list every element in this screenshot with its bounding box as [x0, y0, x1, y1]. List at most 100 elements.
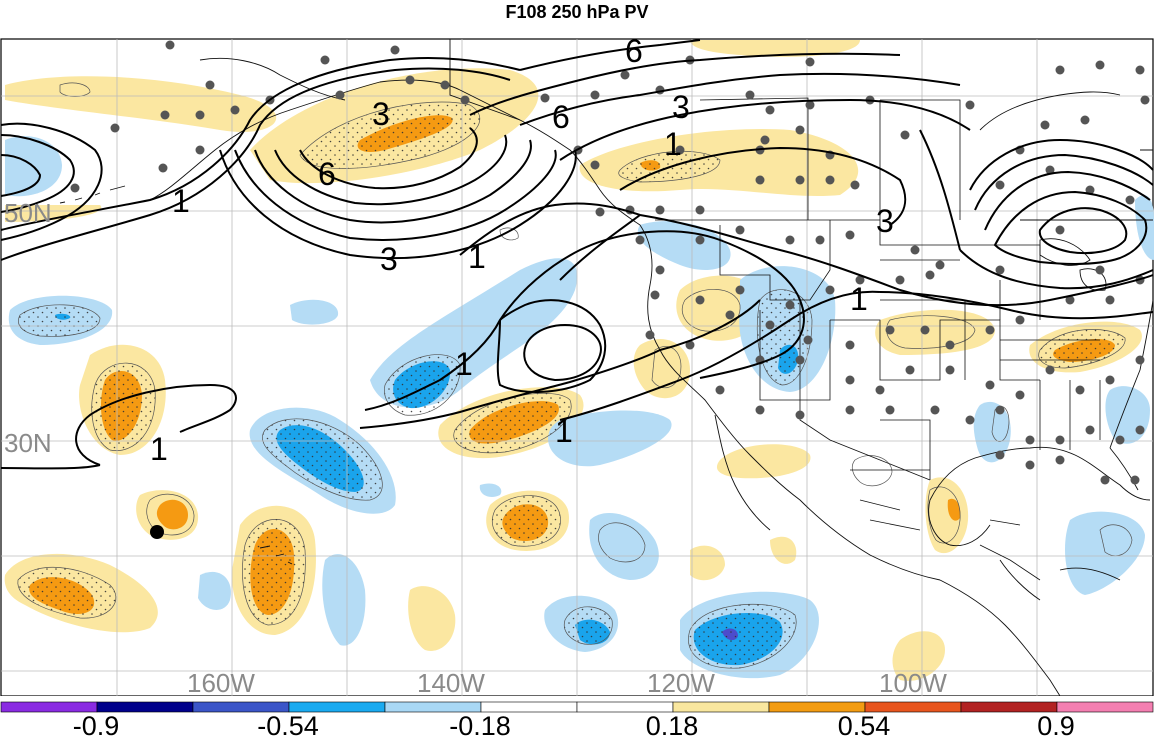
negative-anomaly-area — [198, 571, 231, 610]
contour-label: 3 — [876, 203, 894, 239]
positive-anomaly-core — [947, 498, 961, 521]
station-dot — [930, 405, 940, 415]
station-dot — [745, 90, 755, 100]
station-dot — [1135, 65, 1145, 75]
station-dot — [685, 340, 695, 350]
negative-anomaly-area — [589, 512, 659, 580]
station-dot — [795, 355, 805, 365]
station-dot — [195, 145, 205, 155]
contour-label: 1 — [468, 239, 486, 275]
station-dot — [875, 385, 885, 395]
negative-anomaly-area — [290, 299, 339, 325]
pv-contours — [0, 39, 1154, 470]
station-dot — [725, 310, 735, 320]
station-dot — [945, 365, 955, 375]
station-dot — [795, 175, 805, 185]
station-dot — [965, 415, 975, 425]
station-dot — [845, 405, 855, 415]
positive-anomaly-area — [408, 586, 456, 651]
station-dot — [1025, 460, 1035, 470]
station-dot — [1045, 165, 1055, 175]
colorbar-tick-label: 0.9 — [1037, 711, 1075, 739]
map-title: F108 250 hPa PV — [505, 2, 649, 22]
station-dot — [540, 93, 550, 103]
station-dot — [650, 290, 660, 300]
station-dot — [1115, 435, 1125, 445]
station-dot — [1055, 435, 1065, 445]
station-dot — [785, 235, 795, 245]
station-dot — [1015, 390, 1025, 400]
station-dot — [675, 145, 685, 155]
station-dot — [920, 325, 930, 335]
contour-labels: 1 3 6 3 6 1 3 6 1 3 1 1 1 1 — [150, 38, 894, 467]
station-dot — [1055, 225, 1065, 235]
station-dot — [1085, 425, 1095, 435]
station-dot — [405, 75, 415, 85]
station-dot — [905, 365, 915, 375]
positive-anomaly-area — [633, 339, 690, 399]
station-dot — [590, 160, 600, 170]
negative-anomaly-area — [322, 554, 366, 646]
station-dot — [1015, 315, 1025, 325]
station-dot — [440, 80, 450, 90]
station-dot — [320, 55, 330, 65]
contour-label: 1 — [172, 183, 190, 219]
station-dot — [205, 80, 215, 90]
station-dot — [985, 380, 995, 390]
station-dot — [70, 183, 80, 193]
station-dot — [1045, 365, 1055, 375]
station-dot — [1100, 475, 1110, 485]
station-dot — [230, 105, 240, 115]
contour-label: 3 — [372, 96, 390, 132]
station-dot — [765, 105, 775, 115]
lat-lon-grid — [1, 39, 1153, 696]
station-dot — [935, 260, 945, 270]
positive-anomaly-area — [892, 631, 945, 681]
station-dot — [755, 175, 765, 185]
colorbar-tick-label: -0.54 — [257, 711, 319, 739]
negative-anomaly-area — [548, 410, 672, 467]
colorbar-ticks: -0.9 -0.54 -0.18 0.18 0.54 0.9 — [73, 711, 1075, 739]
negative-anomaly-area — [980, 415, 997, 430]
station-dot — [1135, 425, 1145, 435]
contour-label: 6 — [552, 99, 570, 135]
station-dot — [165, 40, 175, 50]
station-dot — [995, 265, 1005, 275]
station-dot — [805, 57, 815, 67]
station-dot — [1080, 115, 1090, 125]
axis-labels: 50N 30N 160W 140W 120W 100W — [4, 198, 947, 696]
station-dot — [158, 163, 168, 173]
station-dot — [1130, 475, 1140, 485]
positive-anomaly-area — [690, 40, 860, 57]
station-dot — [965, 100, 975, 110]
coastlines-and-borders — [59, 39, 1154, 696]
station-dot — [795, 125, 805, 135]
station-dot — [815, 235, 825, 245]
station-dot — [885, 405, 895, 415]
station-dot — [895, 275, 905, 285]
station-dot — [1055, 455, 1065, 465]
station-dot — [995, 180, 1005, 190]
lon-label-140w: 140W — [417, 668, 485, 696]
station-dot — [645, 330, 655, 340]
negative-anomaly-area — [1065, 511, 1145, 595]
station-dot — [995, 405, 1005, 415]
negative-anomaly-area — [479, 483, 502, 497]
station-dot — [735, 285, 745, 295]
colorbar-tick-label: 0.54 — [838, 711, 891, 739]
station-dot — [825, 285, 835, 295]
colorbar-swatches — [0, 701, 1154, 713]
station-dot — [635, 235, 645, 245]
station-dot — [1065, 295, 1075, 305]
station-dot — [110, 123, 120, 133]
station-dot — [825, 175, 835, 185]
location-marker — [150, 525, 164, 539]
lon-label-100w: 100W — [879, 668, 947, 696]
station-dot — [855, 275, 865, 285]
contour-label: 3 — [672, 89, 690, 125]
station-dot — [735, 225, 745, 235]
station-dot — [765, 320, 775, 330]
station-dot — [885, 325, 895, 335]
station-dot — [1095, 265, 1105, 275]
political-borders — [655, 97, 1101, 581]
